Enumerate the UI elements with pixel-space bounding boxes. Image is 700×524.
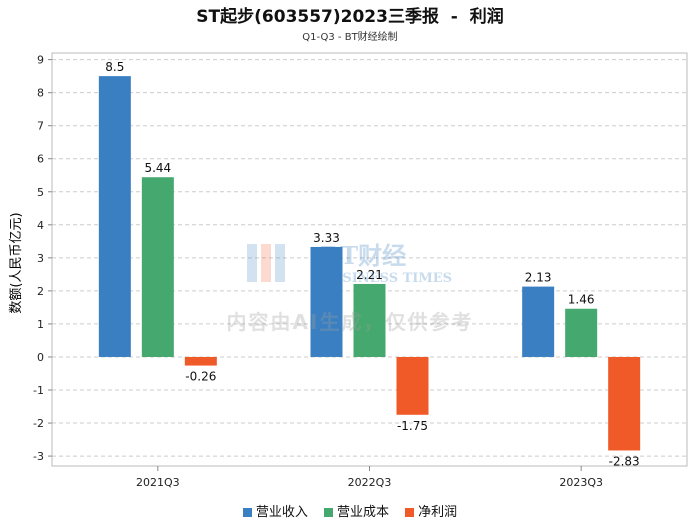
legend-item-revenue[interactable]: 营业收入 xyxy=(242,501,308,520)
data-label: 5.44 xyxy=(144,161,171,175)
bar[interactable] xyxy=(141,177,174,357)
bar[interactable] xyxy=(98,76,131,357)
data-label: 2.13 xyxy=(525,271,552,285)
axes: -3 -2 -1 0 1 2 3 4 5 6 7 8 9 2021Q3 2022Q3 2023Q3 xyxy=(33,52,688,489)
data-label: 8.5 xyxy=(105,60,124,74)
y-tick-label: 6 xyxy=(37,153,44,166)
watermark-logo-text: BT财经 xyxy=(320,241,406,270)
legend-item-cost[interactable]: 营业成本 xyxy=(323,501,389,520)
data-label: 2.21 xyxy=(356,268,383,282)
chart-title: ST起步(603557)2023三季报 - 利润 xyxy=(196,7,504,27)
bar[interactable] xyxy=(396,356,429,415)
watermark-logo: BT财经 BUSINESS TIMES xyxy=(245,238,455,288)
y-tick-label: 4 xyxy=(37,219,44,232)
y-tick-label: 9 xyxy=(37,54,44,67)
y-tick-label: -1 xyxy=(33,384,44,397)
data-labels: 8.5 5.44 -0.26 3.33 2.21 -1.75 2.13 1.46 -2.83 xyxy=(105,60,639,468)
bar[interactable] xyxy=(184,356,217,366)
x-tick-label: 2023Q3 xyxy=(559,476,603,489)
watermark-logo-subtext: BUSINESS TIMES xyxy=(320,271,452,286)
x-tick-label: 2021Q3 xyxy=(136,476,180,489)
x-tick-label: 2022Q3 xyxy=(348,476,392,489)
y-tick-label: 0 xyxy=(37,351,44,364)
y-tick-label: 5 xyxy=(37,186,44,199)
bar[interactable] xyxy=(353,283,386,357)
bar[interactable] xyxy=(565,308,598,357)
y-axis-label: 数额(人民币亿元) xyxy=(9,212,24,313)
y-tick-label: 2 xyxy=(37,285,44,298)
data-label: 3.33 xyxy=(313,231,340,245)
chart-subtitle: Q1-Q3 - BT财经绘制 xyxy=(302,32,398,43)
bars xyxy=(98,76,641,451)
legend-label-cost: 营业成本 xyxy=(336,505,389,520)
bar[interactable] xyxy=(522,286,555,357)
y-tick-label: 3 xyxy=(37,252,44,265)
legend-swatch-revenue xyxy=(242,508,252,517)
y-tick-label: 7 xyxy=(37,120,44,133)
watermark-notice: 内容由AI生成，仅供参考 xyxy=(226,310,474,334)
y-tick-label: 8 xyxy=(37,87,44,100)
legend: 营业收入 营业成本 净利润 xyxy=(0,501,700,520)
legend-swatch-net-profit xyxy=(405,508,415,517)
y-tick-label: 1 xyxy=(37,318,44,331)
y-tick-label: -3 xyxy=(33,450,44,463)
legend-item-net-profit[interactable]: 净利润 xyxy=(405,501,457,520)
y-tick-label: -2 xyxy=(33,417,44,430)
data-label: -0.26 xyxy=(185,370,216,384)
data-label: -1.75 xyxy=(397,419,428,433)
bar[interactable] xyxy=(310,246,343,357)
bar[interactable] xyxy=(608,356,641,451)
data-label: -2.83 xyxy=(609,454,640,468)
data-label: 1.46 xyxy=(568,293,595,307)
legend-label-revenue: 营业收入 xyxy=(255,505,308,520)
legend-swatch-cost xyxy=(323,508,333,517)
legend-label-net-profit: 净利润 xyxy=(418,505,458,520)
